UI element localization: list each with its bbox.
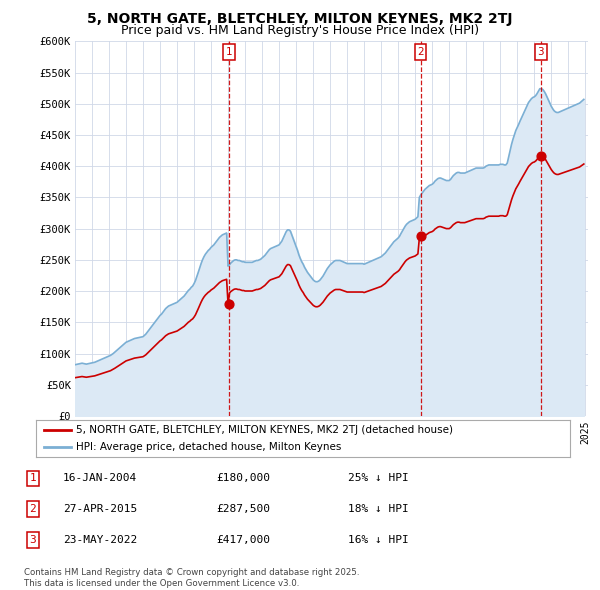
- Text: 27-APR-2015: 27-APR-2015: [63, 504, 137, 514]
- Text: 3: 3: [538, 47, 544, 57]
- Text: £417,000: £417,000: [216, 535, 270, 545]
- Point: [224, 299, 233, 308]
- Point: [416, 232, 425, 241]
- Text: 2: 2: [29, 504, 37, 514]
- Text: £287,500: £287,500: [216, 504, 270, 514]
- Text: 23-MAY-2022: 23-MAY-2022: [63, 535, 137, 545]
- Text: HPI: Average price, detached house, Milton Keynes: HPI: Average price, detached house, Milt…: [76, 442, 341, 452]
- Text: 1: 1: [226, 47, 232, 57]
- Text: £180,000: £180,000: [216, 474, 270, 483]
- Text: 25% ↓ HPI: 25% ↓ HPI: [348, 474, 409, 483]
- Point: [536, 151, 545, 160]
- Text: Contains HM Land Registry data © Crown copyright and database right 2025.
This d: Contains HM Land Registry data © Crown c…: [24, 568, 359, 588]
- Text: 16% ↓ HPI: 16% ↓ HPI: [348, 535, 409, 545]
- Text: 3: 3: [29, 535, 37, 545]
- Text: Price paid vs. HM Land Registry's House Price Index (HPI): Price paid vs. HM Land Registry's House …: [121, 24, 479, 37]
- Text: 5, NORTH GATE, BLETCHLEY, MILTON KEYNES, MK2 2TJ (detached house): 5, NORTH GATE, BLETCHLEY, MILTON KEYNES,…: [76, 425, 453, 435]
- Text: 16-JAN-2004: 16-JAN-2004: [63, 474, 137, 483]
- Text: 18% ↓ HPI: 18% ↓ HPI: [348, 504, 409, 514]
- Text: 1: 1: [29, 474, 37, 483]
- Text: 5, NORTH GATE, BLETCHLEY, MILTON KEYNES, MK2 2TJ: 5, NORTH GATE, BLETCHLEY, MILTON KEYNES,…: [87, 12, 513, 26]
- Text: 2: 2: [417, 47, 424, 57]
